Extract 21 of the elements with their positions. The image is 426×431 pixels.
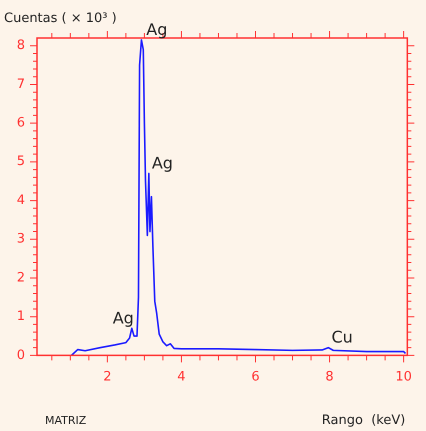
y-tick-label: 3 <box>16 232 25 247</box>
y-axis-title: Cuentas ( × 10³ ) <box>4 11 117 26</box>
y-tick-label: 4 <box>16 192 25 208</box>
y-tick-label: 0 <box>16 348 25 363</box>
y-tick-label: 7 <box>16 76 25 92</box>
y-tick-label: 6 <box>16 116 25 131</box>
y-tick-label: 1 <box>16 309 25 324</box>
annotation: Ag <box>152 153 173 172</box>
y-tick-label: 5 <box>16 154 25 170</box>
annotation: Ag <box>112 308 134 328</box>
x-tick-label: 6 <box>251 370 260 385</box>
text: MATRIZ <box>45 414 87 427</box>
x-tick-label: 8 <box>325 370 334 385</box>
x-tick-label: 4 <box>177 370 186 385</box>
x-tick-label: 2 <box>103 370 112 385</box>
x-axis-title: Rango (keV) <box>322 413 406 428</box>
annotation: Cu <box>331 328 353 347</box>
y-tick-label: 8 <box>16 38 25 54</box>
y-tick-label: 2 <box>16 270 25 286</box>
annotation: Ag <box>146 20 168 39</box>
x-tick-label: 10 <box>395 370 412 385</box>
